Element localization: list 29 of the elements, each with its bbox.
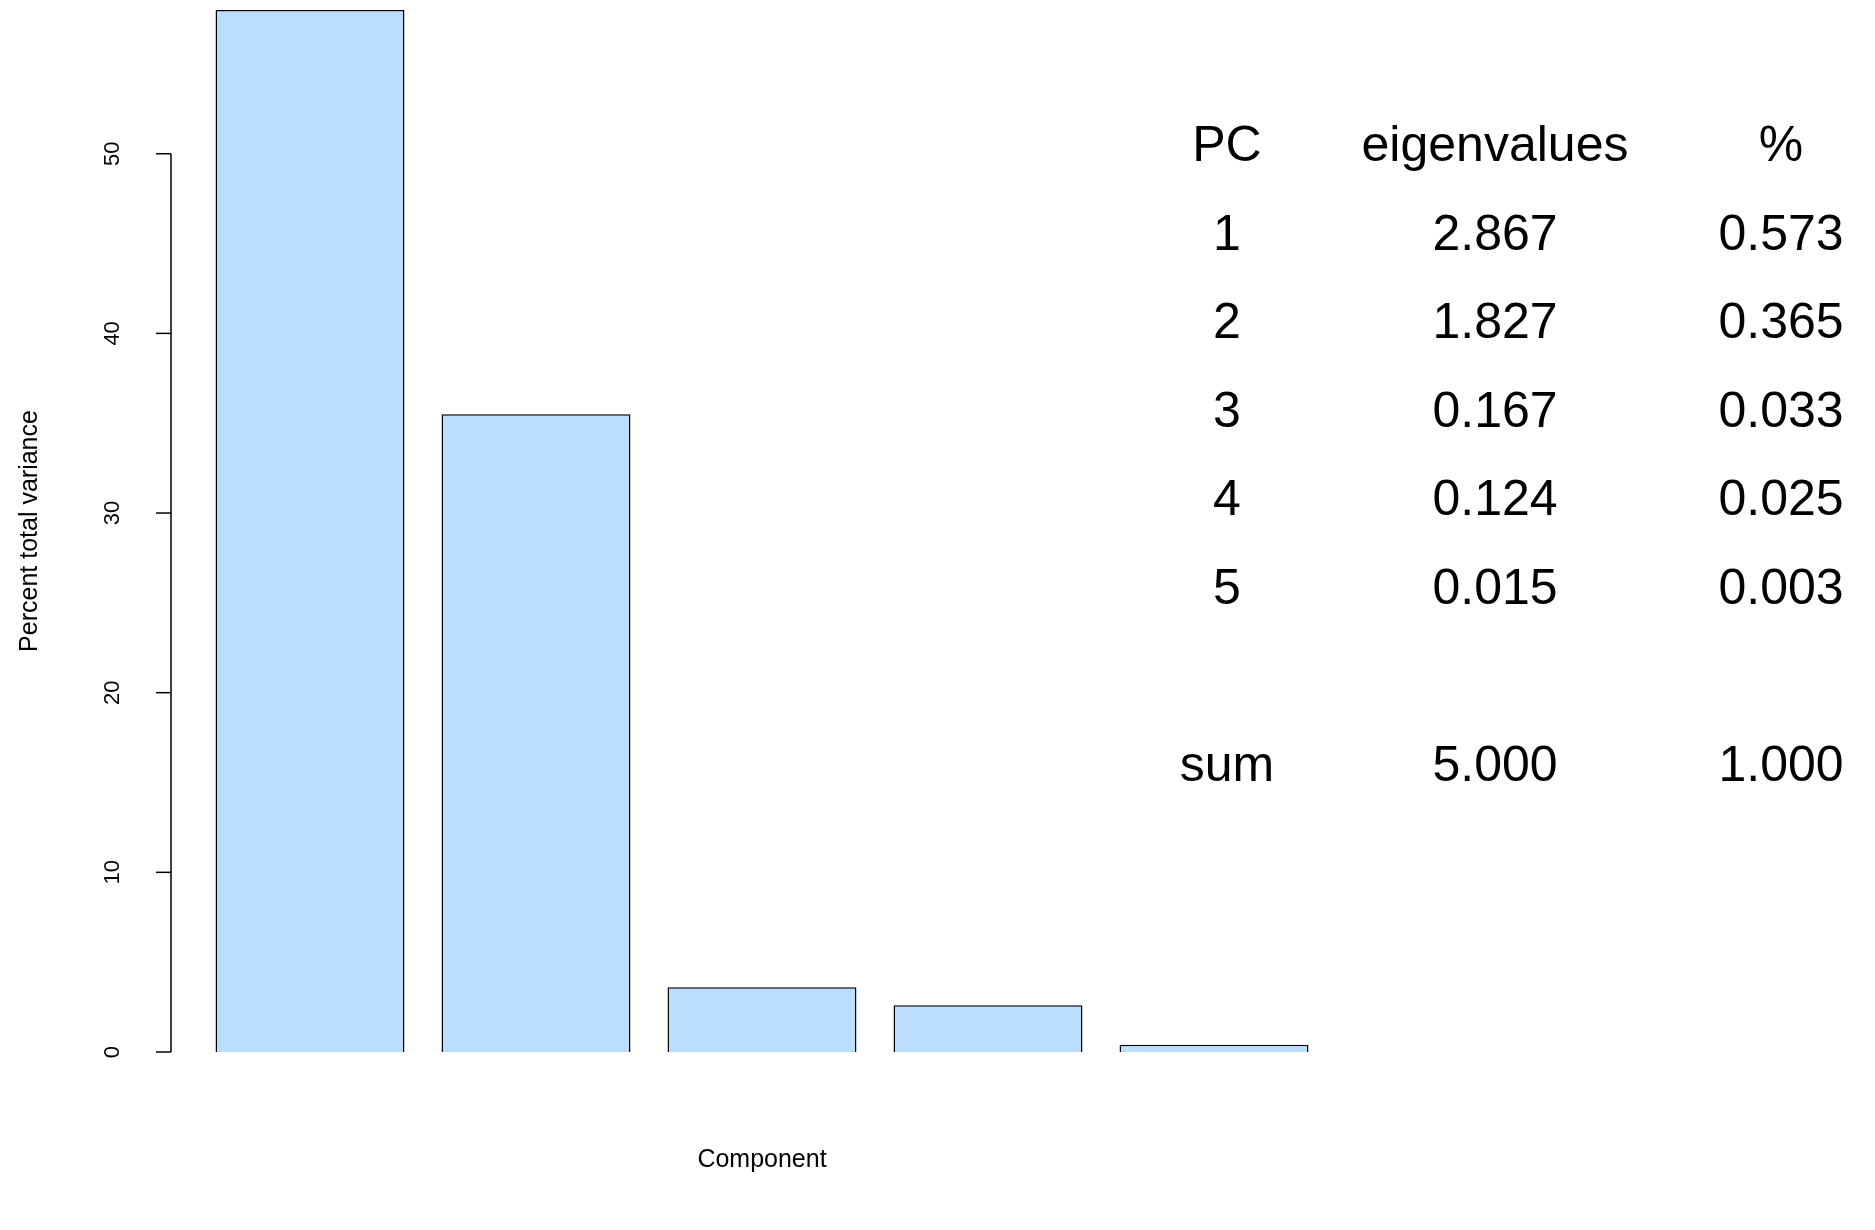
text: % [1758,115,1804,173]
text: 0.003 [1718,558,1844,616]
text: 0.033 [1718,380,1844,439]
annotation: 5 [1213,558,1241,616]
annotation: sum [1179,735,1275,794]
text: 2.867 [1432,203,1558,262]
annotation: PC [1192,115,1262,173]
annotation: 1 [1213,203,1241,262]
y-tick-label: 0 [99,1045,125,1059]
y-axis-title: Percent total variance [13,410,42,652]
annotation: 3 [1213,380,1241,439]
y-tick-label: 50 [99,141,125,166]
annotation: 4 [1213,469,1241,528]
annotation: 2 [1213,292,1241,351]
text: 0.167 [1432,380,1558,439]
text: 0.573 [1718,203,1844,262]
text: 1.827 [1432,292,1558,351]
text: 1.000 [1718,735,1844,794]
y-tick-label: 20 [99,680,125,705]
text: 0.124 [1432,469,1558,528]
y-tick-label: 30 [99,500,125,526]
text: 5.000 [1432,735,1558,794]
y-tick-label: 10 [99,860,125,885]
y-tick-label: 40 [99,321,125,346]
text: 0.365 [1718,292,1844,351]
text: 0.015 [1432,558,1558,616]
text: eigenvalues [1361,115,1629,173]
x-axis-title: Component [697,1143,827,1172]
text: 0.025 [1718,469,1844,528]
